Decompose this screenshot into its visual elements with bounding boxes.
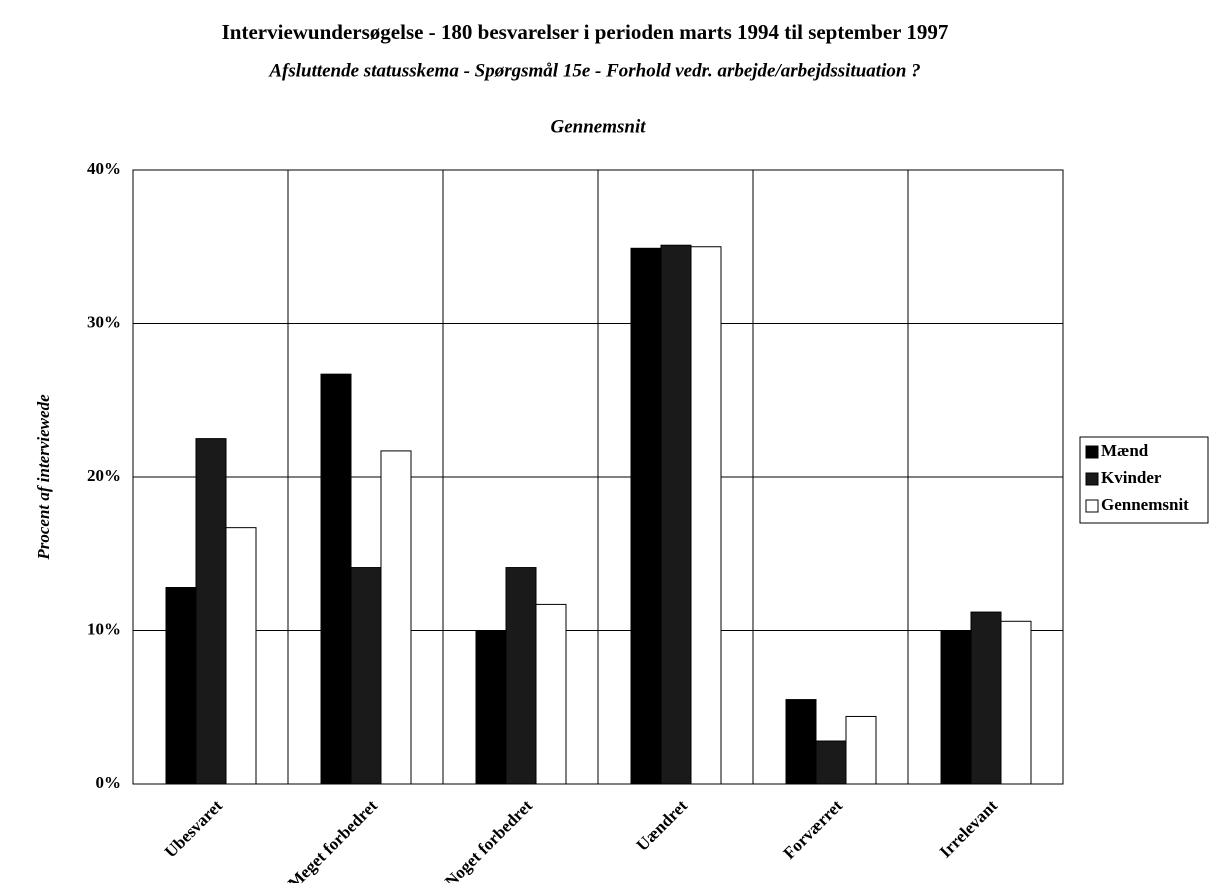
bar bbox=[660, 244, 692, 785]
bar bbox=[690, 246, 722, 785]
bar bbox=[785, 699, 817, 785]
legend-box bbox=[1079, 436, 1209, 524]
bar bbox=[350, 567, 382, 785]
bar bbox=[320, 373, 352, 785]
chart-subtitle: Afsluttende statusskema - Spørgsmål 15e … bbox=[268, 60, 920, 81]
legend-label: Kvinder bbox=[1101, 468, 1162, 487]
legend-label: Gennemsnit bbox=[1101, 495, 1189, 514]
x-tick-label: Forværret bbox=[779, 796, 846, 863]
legend-swatch bbox=[1085, 472, 1099, 486]
y-tick-label: 40% bbox=[87, 159, 121, 178]
legend-label: Mænd bbox=[1101, 441, 1149, 460]
legend-swatch bbox=[1085, 445, 1099, 459]
bar bbox=[195, 438, 227, 785]
bar bbox=[380, 450, 412, 785]
y-tick-label: 10% bbox=[87, 619, 121, 638]
bar bbox=[165, 587, 197, 785]
x-tick-label: Irrelevant bbox=[936, 796, 1002, 862]
x-tick-label: Uændret bbox=[632, 796, 691, 855]
x-tick-label: Ubesvaret bbox=[161, 796, 227, 862]
y-tick-label: 30% bbox=[87, 312, 121, 331]
y-tick-label: 0% bbox=[96, 773, 122, 792]
x-tick-label: Meget forbedret bbox=[284, 796, 381, 883]
y-axis-label: Procent af interviewede bbox=[34, 394, 53, 561]
bar bbox=[940, 630, 972, 785]
plot-title: Gennemsnit bbox=[550, 116, 646, 137]
bar bbox=[505, 567, 537, 785]
legend-swatch bbox=[1085, 499, 1099, 513]
x-tick-label: Noget forbedret bbox=[441, 796, 536, 883]
bar bbox=[535, 603, 567, 785]
bar bbox=[225, 527, 257, 785]
bar bbox=[970, 611, 1002, 785]
bar bbox=[475, 630, 507, 785]
bar bbox=[630, 247, 662, 785]
chart-title: Interviewundersøgelse - 180 besvarelser … bbox=[222, 20, 949, 44]
bar bbox=[815, 740, 847, 785]
bar bbox=[1000, 620, 1032, 785]
bar bbox=[845, 715, 877, 785]
y-tick-label: 20% bbox=[87, 466, 121, 485]
